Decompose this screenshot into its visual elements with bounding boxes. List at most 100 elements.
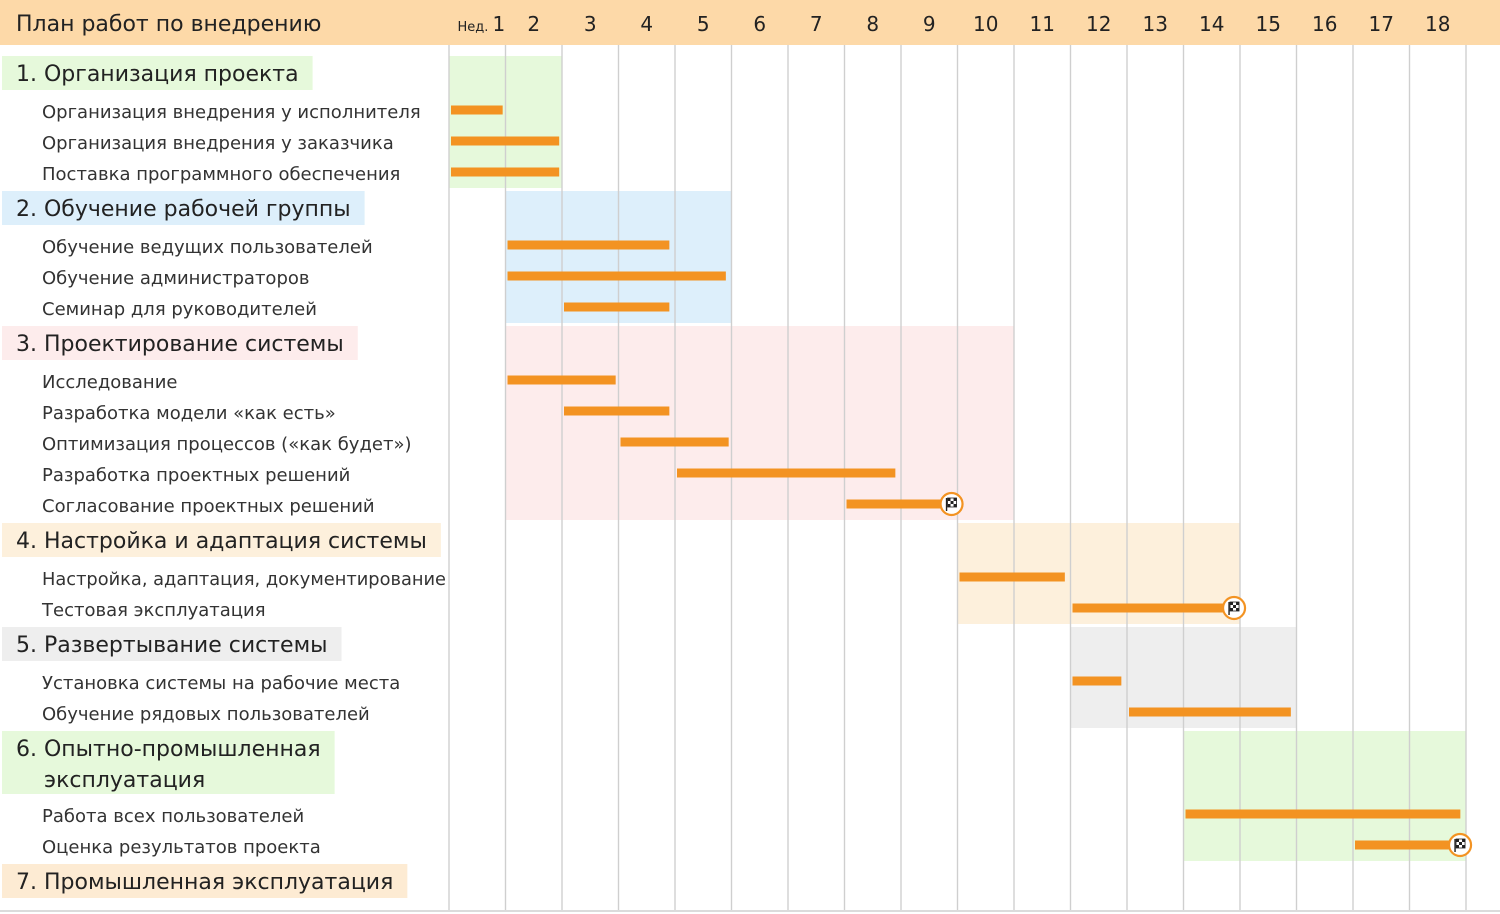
task-bar xyxy=(1072,603,1224,613)
week-label-1: Нед. 1 xyxy=(457,12,505,36)
task-bar xyxy=(959,572,1065,582)
flag-check xyxy=(1236,605,1240,608)
task-bar xyxy=(1072,676,1122,686)
week-label-11: 11 xyxy=(1030,12,1055,36)
flag-check xyxy=(947,498,951,501)
task-bar xyxy=(564,406,670,416)
task-bar xyxy=(1129,707,1291,717)
task-label: Обучение рядовых пользователей xyxy=(42,704,370,725)
task-bar xyxy=(1355,840,1450,850)
task-bar xyxy=(620,437,729,447)
flag-check xyxy=(1230,602,1234,605)
task-label: Оптимизация процессов («как будет») xyxy=(42,434,412,455)
task-label: Исследование xyxy=(42,372,177,393)
week-label-7: 7 xyxy=(810,12,823,36)
flag-check xyxy=(1230,608,1234,611)
flag-border xyxy=(947,497,957,508)
flag-check xyxy=(1462,839,1466,842)
week-label-14: 14 xyxy=(1199,12,1224,36)
task-label: Согласование проектных решений xyxy=(42,496,375,517)
phase-span-3 xyxy=(505,326,1014,520)
week-label-15: 15 xyxy=(1256,12,1281,36)
week-label-10: 10 xyxy=(973,12,998,36)
phase-label-background xyxy=(2,731,335,794)
task-label: Организация внедрения у заказчика xyxy=(42,133,394,154)
flag-check xyxy=(1236,608,1240,611)
phase-label-background xyxy=(2,864,408,898)
flag-check xyxy=(1236,602,1240,605)
phase-label-4: 4. Настройка и адаптация системы xyxy=(16,529,427,554)
header-background xyxy=(0,0,1500,45)
task-label: Тестовая эксплуатация xyxy=(41,600,266,621)
flag-check xyxy=(1233,608,1237,611)
flag-check xyxy=(953,498,957,501)
week-number: 1 xyxy=(493,12,506,36)
flag-check xyxy=(950,504,954,507)
week-label-12: 12 xyxy=(1086,12,1111,36)
flag-check xyxy=(953,504,957,507)
task-label: Разработка проектных решений xyxy=(42,465,350,486)
flag-check xyxy=(947,504,951,507)
week-label-2: 2 xyxy=(527,12,540,36)
task-bar xyxy=(677,468,896,478)
phase-label-1: 1. Организация проекта xyxy=(16,62,299,87)
flag-check xyxy=(1233,602,1237,605)
flag-check xyxy=(1456,839,1460,842)
flag-check xyxy=(1459,842,1463,845)
week-label-3: 3 xyxy=(584,12,597,36)
task-bar xyxy=(564,302,670,312)
task-bar xyxy=(846,499,941,509)
phase-label-6: эксплуатация xyxy=(44,768,205,793)
task-bar xyxy=(507,375,616,385)
task-label: Работа всех пользователей xyxy=(42,806,304,827)
task-label: Организация внедрения у исполнителя xyxy=(42,102,421,123)
phase-label-background xyxy=(2,56,313,90)
week-label-4: 4 xyxy=(640,12,653,36)
flag-check xyxy=(1456,845,1460,848)
phase-label-background xyxy=(2,627,342,661)
phase-label-5: 5. Развертывание системы xyxy=(16,633,328,658)
task-labels: 1. Организация проекта Организация внедре… xyxy=(2,56,446,898)
task-bar xyxy=(451,136,560,146)
task-bar xyxy=(507,240,670,250)
flag-check xyxy=(1462,842,1466,845)
task-bar xyxy=(451,105,503,115)
phase-label-background xyxy=(2,523,441,557)
flag-border xyxy=(1229,601,1240,612)
task-bars xyxy=(451,105,1473,858)
phase-label-6: 6. Опытно-промышленная xyxy=(16,737,321,762)
task-label: Разработка модели «как есть» xyxy=(42,403,336,424)
week-label-8: 8 xyxy=(866,12,879,36)
flag-border xyxy=(1455,838,1466,849)
week-prefix: Нед. xyxy=(457,20,492,35)
phase-label-3: 3. Проектирование системы xyxy=(16,332,344,357)
flag-check xyxy=(1233,605,1237,608)
task-label: Оценка результатов проекта xyxy=(42,837,321,858)
task-bar xyxy=(451,167,560,177)
flag-check xyxy=(1230,605,1234,608)
flag-check xyxy=(953,501,957,504)
flag-check xyxy=(1462,845,1466,848)
flag-check xyxy=(947,501,951,504)
week-label-17: 17 xyxy=(1369,12,1394,36)
task-label: Поставка программного обеспечения xyxy=(42,164,400,185)
week-label-5: 5 xyxy=(697,12,710,36)
week-label-6: 6 xyxy=(753,12,766,36)
flag-check xyxy=(950,498,954,501)
chart-title: План работ по внедрению xyxy=(16,12,321,37)
phase-label-2: 2. Обучение рабочей группы xyxy=(16,197,351,222)
week-label-13: 13 xyxy=(1143,12,1168,36)
task-label: Настройка, адаптация, документирование xyxy=(42,569,446,590)
week-label-9: 9 xyxy=(923,12,936,36)
week-label-16: 16 xyxy=(1312,12,1337,36)
flag-check xyxy=(1459,845,1463,848)
phase-span-6 xyxy=(1183,731,1466,861)
task-bar xyxy=(1185,809,1461,819)
phase-label-7: 7. Промышленная эксплуатация xyxy=(16,870,393,895)
phase-label-background xyxy=(2,191,365,225)
flag-check xyxy=(950,501,954,504)
task-label: Обучение ведущих пользователей xyxy=(42,237,373,258)
task-bar xyxy=(507,271,726,281)
